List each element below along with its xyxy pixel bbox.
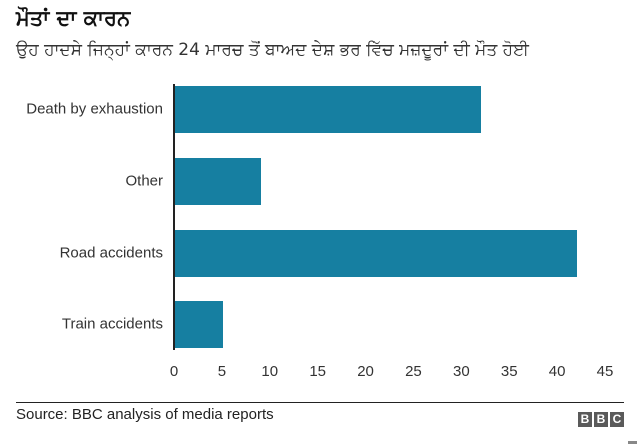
bar-chart: Death by exhaustion Other Road accidents…: [26, 84, 614, 380]
logo-letter: B: [578, 412, 592, 427]
footer-divider: [16, 402, 624, 403]
category-label: Train accidents: [61, 315, 163, 333]
chart-subtitle: ਉਹ ਹਾਦਸੇ ਜਿਨ੍ਹਾਂ ਕਾਰਨ 24 ਮਾਰਚ ਤੋਂ ਬਾਅਦ ਦ…: [16, 40, 529, 60]
x-tick-label: 15: [309, 363, 326, 380]
x-tick-label: 5: [217, 363, 227, 380]
corner-mark: [628, 441, 637, 444]
bar-train-accidents: [175, 301, 223, 348]
x-tick-label: 0: [169, 363, 179, 380]
category-label: Death by exhaustion: [26, 100, 163, 118]
bar-other: [175, 158, 262, 205]
x-tick-label: 40: [548, 363, 566, 380]
x-tick-label: 45: [596, 363, 614, 380]
category-label: Road accidents: [59, 244, 163, 262]
logo-letter: B: [594, 412, 608, 427]
x-tick-label: 35: [500, 363, 518, 380]
x-tick-label: 25: [405, 363, 422, 380]
logo-letter: C: [610, 412, 624, 427]
x-tick-label: 30: [452, 363, 470, 380]
y-axis-line: [173, 84, 175, 350]
source-note: Source: BBC analysis of media reports: [16, 406, 274, 423]
x-tick-label: 10: [261, 363, 279, 380]
bar-road-accidents: [175, 230, 578, 277]
category-label: Other: [125, 172, 163, 190]
chart-title: ਮੌਤਾਂ ਦਾ ਕਾਰਨ: [16, 6, 131, 30]
bar-death-by-exhaustion: [175, 86, 482, 133]
x-tick-label: 20: [357, 363, 374, 380]
bbc-logo: B B C: [578, 412, 624, 427]
